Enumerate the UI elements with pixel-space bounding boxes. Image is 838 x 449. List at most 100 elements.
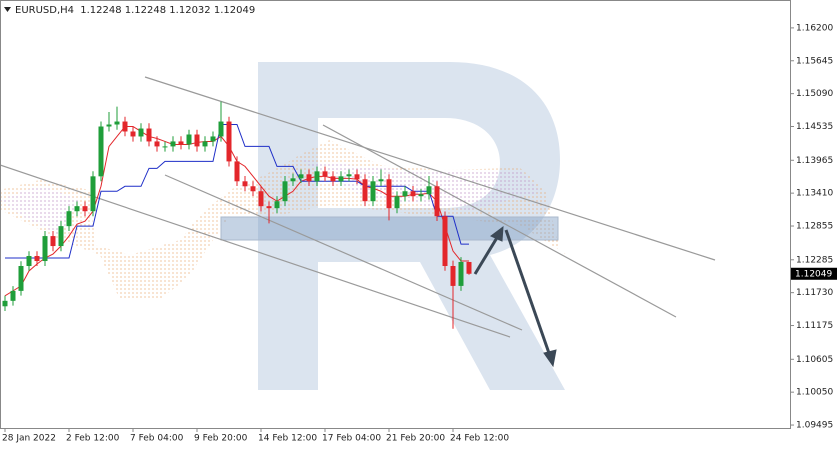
y-tick-label: 1.11730 [796, 288, 833, 298]
candle-body [18, 266, 24, 291]
candle-body [130, 131, 136, 137]
candle-body [178, 141, 184, 145]
candle-body [434, 186, 440, 217]
x-tick-label: 2 Feb 12:00 [66, 434, 120, 444]
candle-body [26, 255, 32, 267]
candle-body [354, 174, 360, 180]
price-label-bg [791, 267, 837, 280]
candle-body [466, 261, 472, 274]
candle-body [170, 141, 176, 147]
y-tick-label: 1.13965 [796, 156, 833, 166]
candle-body [186, 134, 192, 145]
ohlc-high: 1.12248 [125, 5, 166, 16]
candle-body [42, 236, 48, 262]
trend-line [164, 174, 523, 331]
candle-body [386, 179, 392, 209]
ohlc-open: 1.12248 [80, 5, 121, 16]
candle-body [154, 141, 160, 147]
forecast-arrows [473, 225, 557, 368]
symbol: EURUSD,H4 [15, 5, 74, 16]
candle-body [330, 176, 336, 182]
candle-body [10, 290, 16, 301]
candle-body [2, 300, 8, 307]
candles [2, 101, 472, 329]
candle-body [314, 171, 320, 182]
y-tick-label: 1.10050 [796, 388, 833, 398]
y-tick-label: 1.14535 [796, 122, 833, 132]
candle-body [306, 174, 312, 182]
candle-body [50, 236, 56, 247]
candle-body [106, 124, 112, 127]
x-tick-label: 7 Feb 04:00 [130, 434, 184, 444]
header: EURUSD,H4 1.12248 1.12248 1.12032 1.1204… [15, 5, 255, 16]
candle-body [122, 121, 128, 132]
trend-line [144, 76, 716, 261]
candle-body [162, 146, 168, 148]
candle-body [66, 211, 72, 227]
candle-body [402, 191, 408, 197]
candle-body [370, 181, 376, 202]
candle-body [274, 201, 280, 209]
x-tick-label: 9 Feb 20:00 [194, 434, 248, 444]
candle-body [378, 179, 384, 182]
candle-body [194, 134, 200, 147]
candle-body [322, 171, 328, 177]
y-tick-label: 1.15645 [796, 56, 833, 66]
candle-body [258, 191, 264, 207]
x-tick-label: 28 Jan 2022 [2, 434, 56, 444]
candle-body [226, 121, 232, 162]
candle-body [234, 161, 240, 182]
menu-triangle [4, 7, 11, 12]
watermark [258, 62, 565, 390]
y-tick-label: 1.16200 [796, 23, 833, 33]
candle-body [426, 186, 432, 195]
y-tick-label: 1.12855 [796, 222, 833, 232]
candle-body [242, 181, 248, 187]
candle-body [82, 206, 88, 212]
candle-body [394, 196, 400, 209]
candle-body [290, 178, 296, 182]
price-label: 1.12049 [795, 269, 832, 279]
candle-body [250, 186, 256, 192]
x-tick-label: 24 Feb 12:00 [450, 434, 509, 444]
y-tick-label: 1.11175 [796, 321, 833, 331]
candle-body [410, 191, 416, 197]
candle-body [338, 176, 344, 182]
ohlc-low: 1.12032 [169, 5, 210, 16]
indicator-line [5, 123, 469, 259]
candle-body [450, 266, 456, 286]
candle-body [210, 136, 216, 142]
candle-body [202, 141, 208, 147]
candle-body [362, 179, 368, 202]
candle-body [98, 126, 104, 177]
trend-line [0, 164, 511, 338]
candle-body [138, 128, 144, 137]
plot-frame [0, 0, 791, 429]
candle-body [458, 261, 464, 286]
candle-body [218, 121, 224, 137]
candle-body [34, 255, 40, 262]
candle-body [282, 181, 288, 202]
candle-body [346, 174, 352, 177]
candle-body [146, 128, 152, 142]
candle-body [418, 194, 424, 197]
y-tick-label: 1.09495 [796, 421, 833, 431]
candle-body [266, 206, 272, 209]
candle-body [74, 206, 80, 212]
candle-body [58, 226, 64, 247]
y-tick-label: 1.13410 [796, 189, 833, 199]
x-tick-label: 14 Feb 12:00 [258, 434, 317, 444]
ichimoku-cloud [0, 160, 540, 235]
ohlc-close: 1.12049 [214, 5, 255, 16]
x-tick-label: 17 Feb 04:00 [322, 434, 381, 444]
candle-body [298, 174, 304, 179]
y-tick-label: 1.10605 [796, 355, 833, 365]
y-tick-label: 1.12285 [796, 255, 833, 265]
candle-body [90, 176, 96, 212]
trend-line [322, 124, 677, 318]
candle-body [114, 121, 120, 125]
x-tick-label: 21 Feb 20:00 [386, 434, 445, 444]
candle-body [442, 216, 448, 267]
y-tick-label: 1.15090 [796, 89, 833, 99]
